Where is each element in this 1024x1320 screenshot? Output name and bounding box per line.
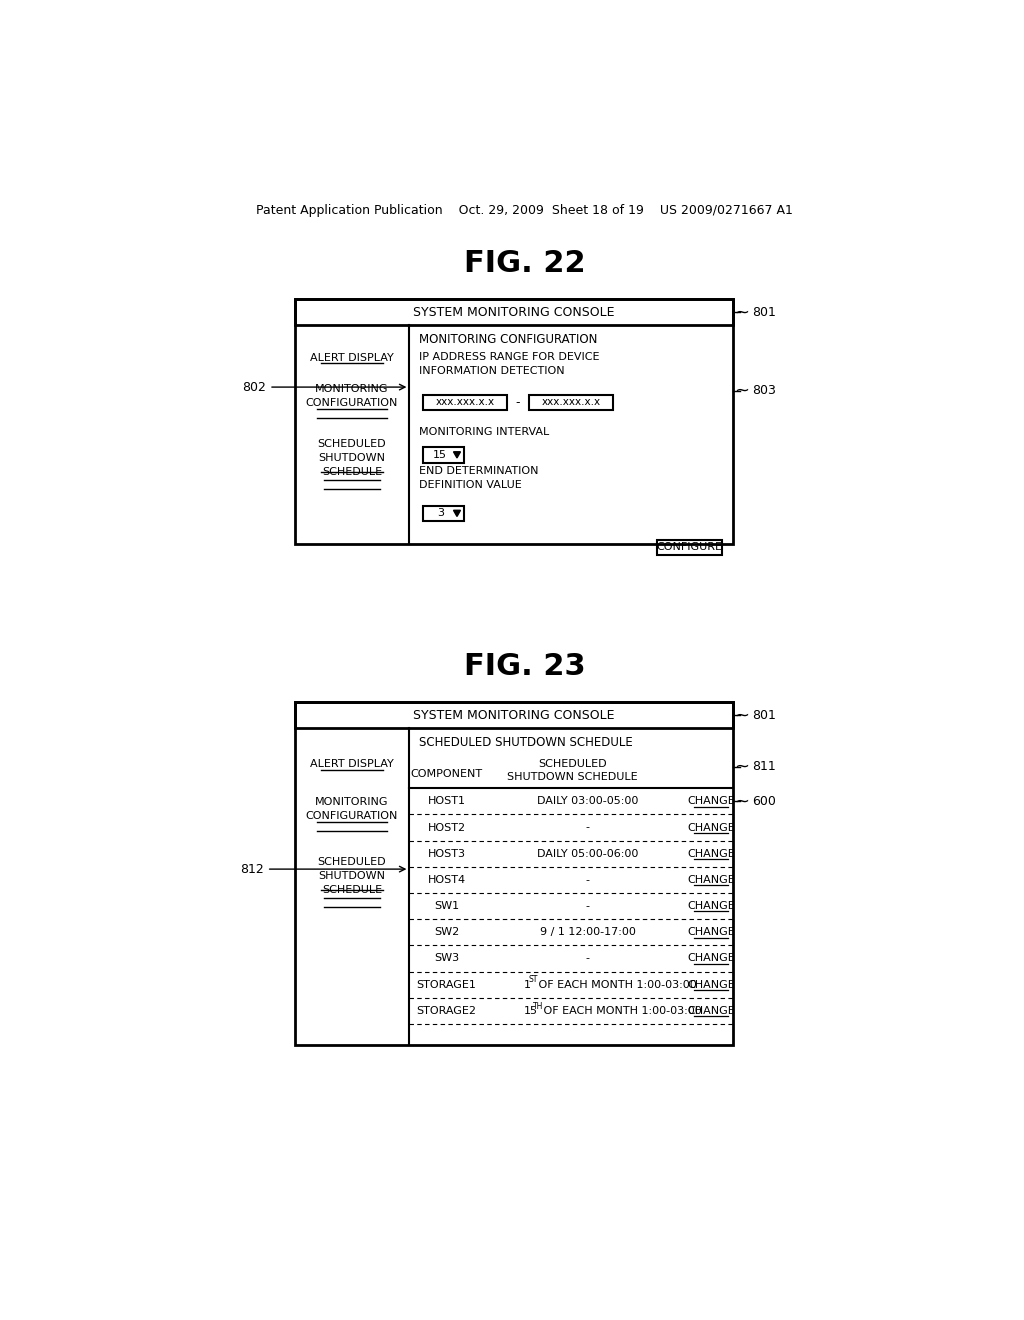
Text: CHANGE: CHANGE xyxy=(687,953,734,964)
Text: 802: 802 xyxy=(242,380,266,393)
Text: SW3: SW3 xyxy=(434,953,459,964)
Text: CHANGE: CHANGE xyxy=(687,875,734,884)
Text: HOST4: HOST4 xyxy=(427,875,466,884)
Text: CHANGE: CHANGE xyxy=(687,796,734,807)
Text: 801: 801 xyxy=(752,709,776,722)
Text: 811: 811 xyxy=(752,760,775,774)
Text: STORAGE1: STORAGE1 xyxy=(417,979,476,990)
Text: SYSTEM MONITORING CONSOLE: SYSTEM MONITORING CONSOLE xyxy=(413,306,614,319)
Text: -: - xyxy=(586,953,590,964)
Text: -: - xyxy=(586,822,590,833)
Text: ALERT DISPLAY: ALERT DISPLAY xyxy=(310,352,394,363)
Text: SYSTEM MONITORING CONSOLE: SYSTEM MONITORING CONSOLE xyxy=(413,709,614,722)
Polygon shape xyxy=(454,511,461,516)
Text: HOST2: HOST2 xyxy=(427,822,466,833)
Text: xxx.xxx.x.x: xxx.xxx.x.x xyxy=(542,397,601,408)
Bar xyxy=(295,702,732,729)
Text: TH: TH xyxy=(532,1002,543,1011)
Text: MONITORING
CONFIGURATION: MONITORING CONFIGURATION xyxy=(306,384,398,408)
Bar xyxy=(295,300,732,326)
Text: HOST1: HOST1 xyxy=(428,796,466,807)
Text: ALERT DISPLAY: ALERT DISPLAY xyxy=(310,759,394,770)
Bar xyxy=(295,300,732,544)
Text: OF EACH MONTH 1:00-03:00: OF EACH MONTH 1:00-03:00 xyxy=(540,1006,701,1016)
Text: DAILY 03:00-05:00: DAILY 03:00-05:00 xyxy=(537,796,638,807)
Text: FIG. 22: FIG. 22 xyxy=(464,249,586,279)
Bar xyxy=(656,540,722,554)
Text: CONFIGURE: CONFIGURE xyxy=(656,543,722,552)
Text: 803: 803 xyxy=(752,384,776,397)
Text: STORAGE2: STORAGE2 xyxy=(417,1006,476,1016)
Text: SCHEDULED
SHUTDOWN
SCHEDULE: SCHEDULED SHUTDOWN SCHEDULE xyxy=(317,857,386,895)
Bar xyxy=(423,395,507,411)
Text: -: - xyxy=(586,875,590,884)
Text: OF EACH MONTH 1:00-03:00: OF EACH MONTH 1:00-03:00 xyxy=(536,979,697,990)
Text: ~: ~ xyxy=(734,381,750,400)
Text: 15: 15 xyxy=(524,1006,538,1016)
Text: CHANGE: CHANGE xyxy=(687,822,734,833)
Text: 9 / 1 12:00-17:00: 9 / 1 12:00-17:00 xyxy=(540,927,636,937)
Text: FIG. 23: FIG. 23 xyxy=(464,652,586,681)
Text: MONITORING INTERVAL: MONITORING INTERVAL xyxy=(419,426,549,437)
Text: -: - xyxy=(515,396,520,409)
Text: DAILY 05:00-06:00: DAILY 05:00-06:00 xyxy=(537,849,638,859)
Text: CHANGE: CHANGE xyxy=(687,1006,734,1016)
Text: -: - xyxy=(586,902,590,911)
Text: ~: ~ xyxy=(734,706,750,725)
Text: END DETERMINATION
DEFINITION VALUE: END DETERMINATION DEFINITION VALUE xyxy=(419,466,539,490)
Polygon shape xyxy=(454,451,461,458)
Text: MONITORING
CONFIGURATION: MONITORING CONFIGURATION xyxy=(306,797,398,821)
Bar xyxy=(423,506,464,521)
Bar xyxy=(295,702,732,1044)
Text: Patent Application Publication    Oct. 29, 2009  Sheet 18 of 19    US 2009/02716: Patent Application Publication Oct. 29, … xyxy=(256,205,794,218)
Bar xyxy=(423,447,464,462)
Text: MONITORING CONFIGURATION: MONITORING CONFIGURATION xyxy=(419,333,597,346)
Text: SCHEDULED SHUTDOWN SCHEDULE: SCHEDULED SHUTDOWN SCHEDULE xyxy=(419,735,633,748)
Text: 1: 1 xyxy=(524,979,531,990)
Text: xxx.xxx.x.x: xxx.xxx.x.x xyxy=(435,397,495,408)
Text: SW2: SW2 xyxy=(434,927,459,937)
Text: CHANGE: CHANGE xyxy=(687,849,734,859)
Text: SW1: SW1 xyxy=(434,902,459,911)
Text: ~: ~ xyxy=(734,792,750,810)
Text: ST: ST xyxy=(528,975,538,985)
Text: 812: 812 xyxy=(240,862,263,875)
Text: 15: 15 xyxy=(433,450,447,459)
Text: SCHEDULED
SHUTDOWN SCHEDULE: SCHEDULED SHUTDOWN SCHEDULE xyxy=(507,759,637,783)
Text: CHANGE: CHANGE xyxy=(687,927,734,937)
Text: IP ADDRESS RANGE FOR DEVICE
INFORMATION DETECTION: IP ADDRESS RANGE FOR DEVICE INFORMATION … xyxy=(419,352,599,376)
Text: CHANGE: CHANGE xyxy=(687,902,734,911)
Text: CHANGE: CHANGE xyxy=(687,979,734,990)
Text: 801: 801 xyxy=(752,306,776,319)
Bar xyxy=(529,395,613,411)
Text: HOST3: HOST3 xyxy=(428,849,466,859)
Text: 3: 3 xyxy=(436,508,443,519)
Text: ~: ~ xyxy=(734,758,750,776)
Text: SCHEDULED
SHUTDOWN
SCHEDULE: SCHEDULED SHUTDOWN SCHEDULE xyxy=(317,440,386,477)
Text: COMPONENT: COMPONENT xyxy=(411,770,482,779)
Text: ~: ~ xyxy=(734,304,750,321)
Text: 600: 600 xyxy=(752,795,776,808)
